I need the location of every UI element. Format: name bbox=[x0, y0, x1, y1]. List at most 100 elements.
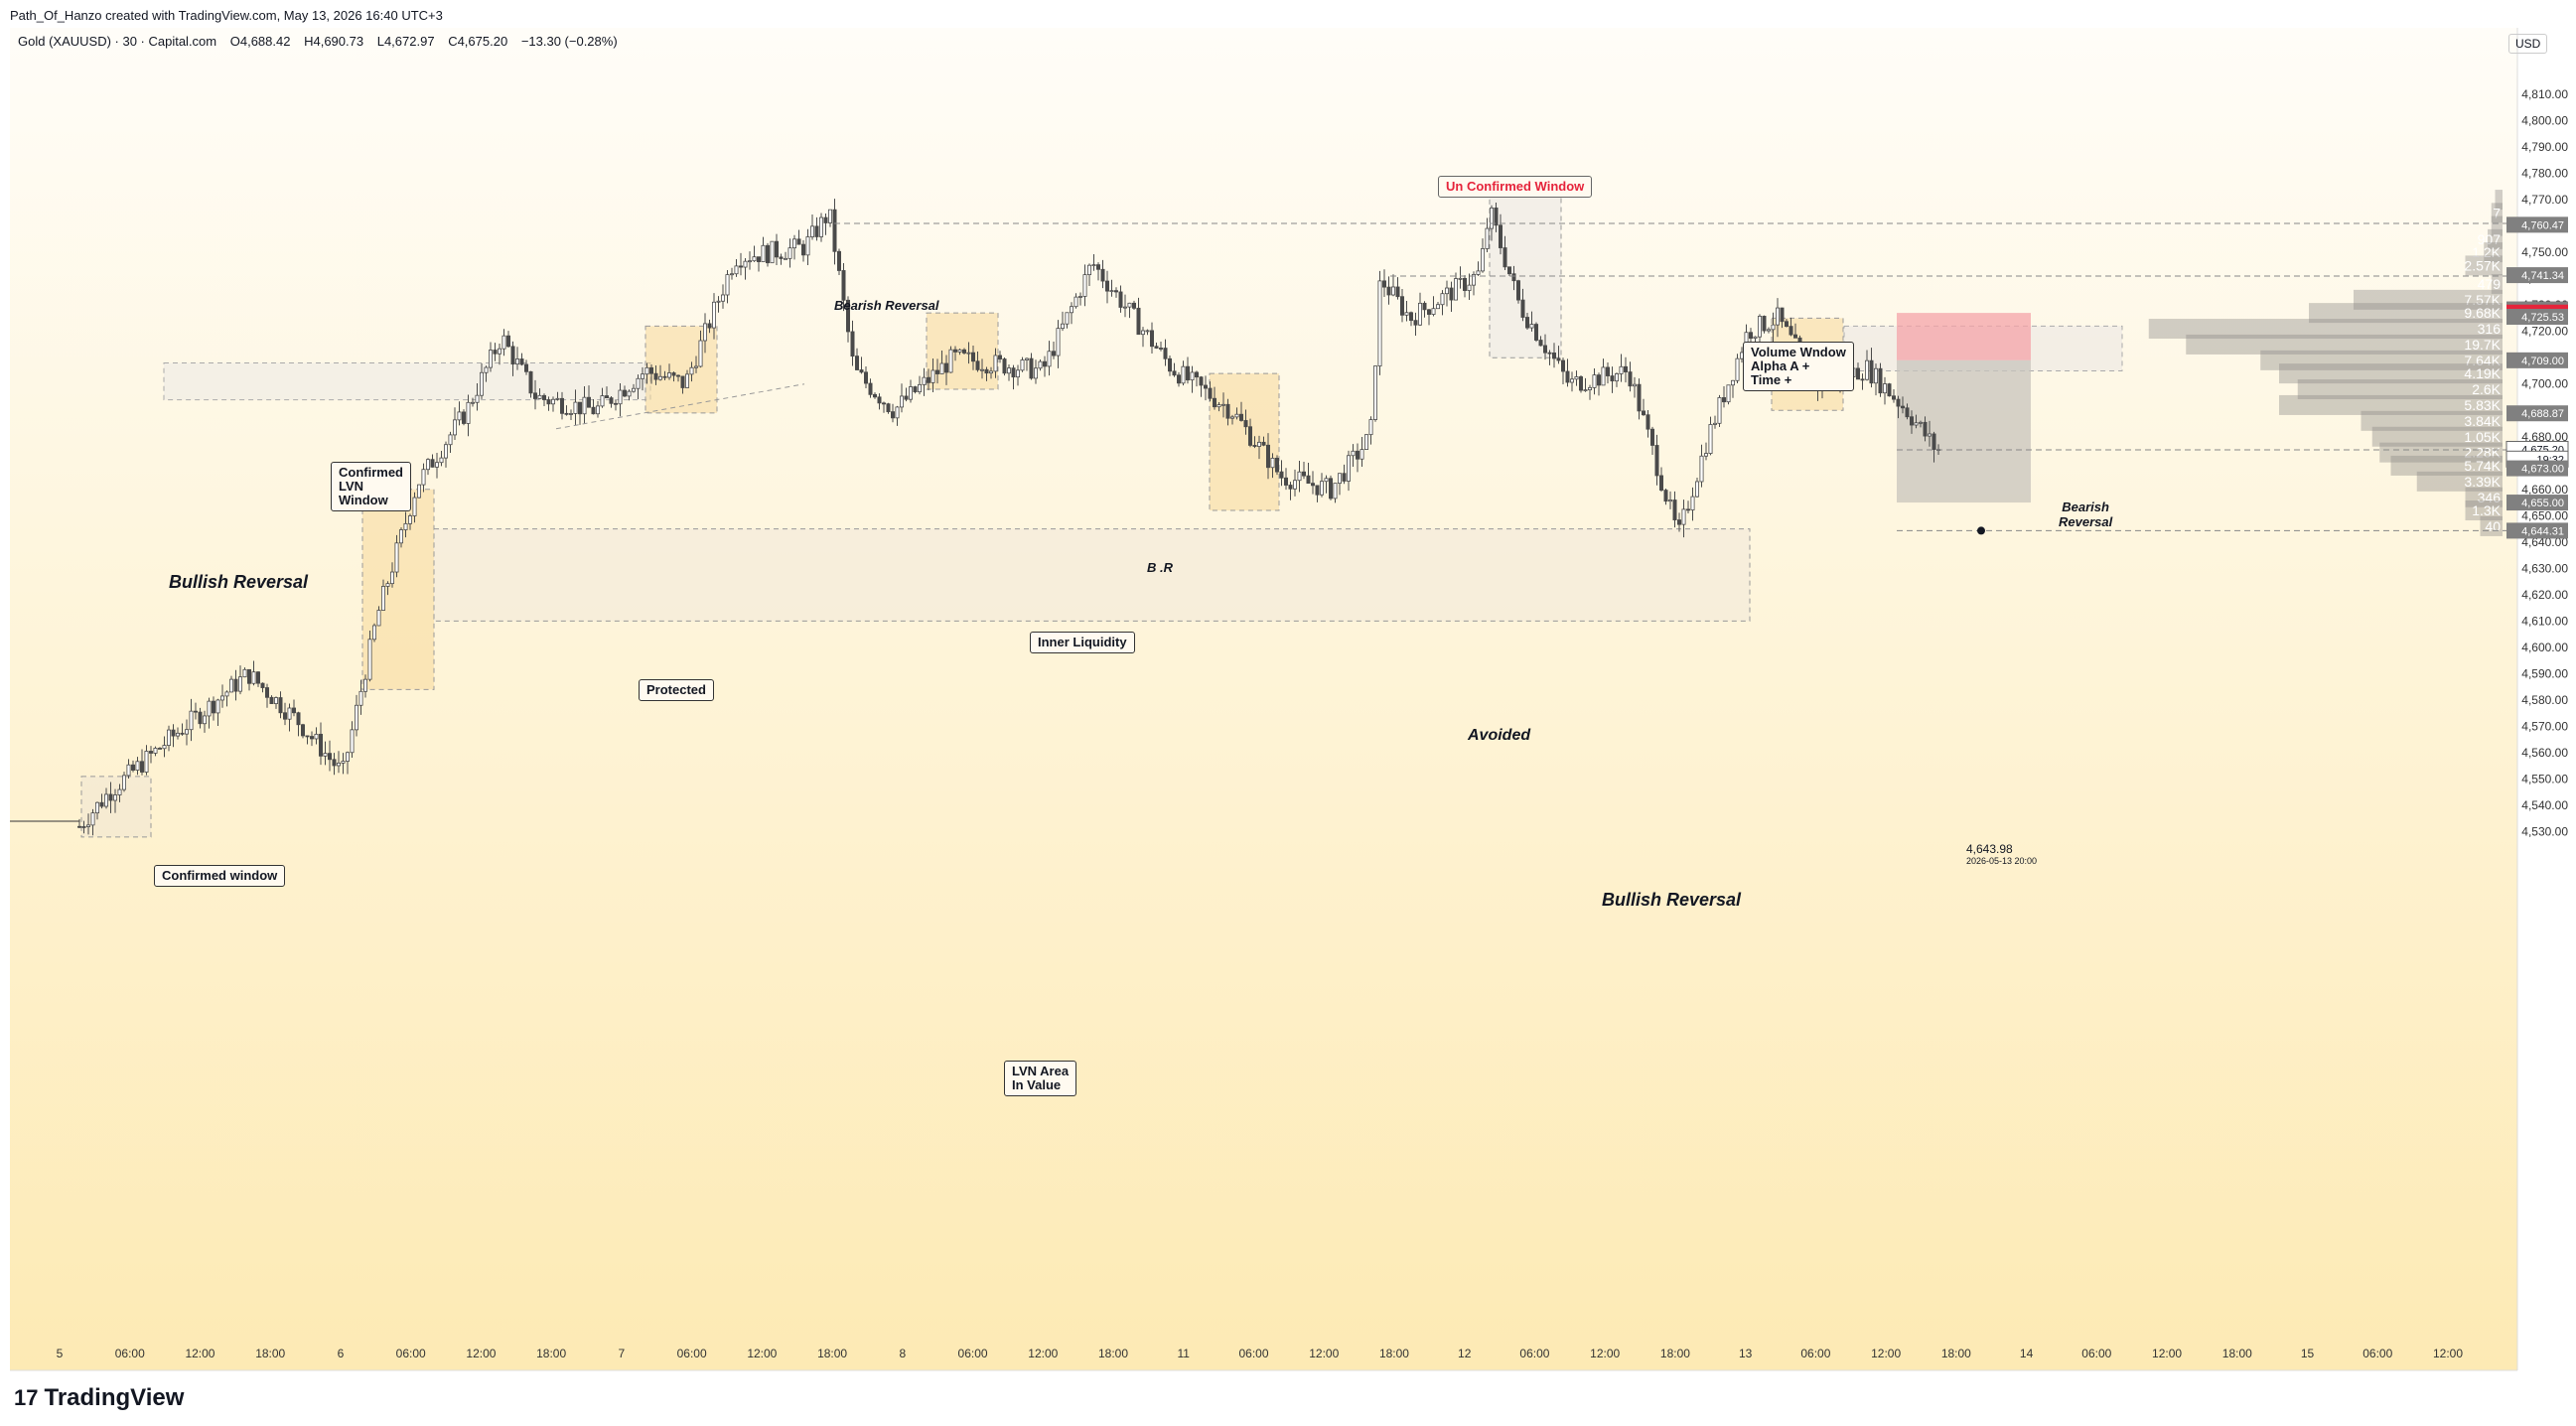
candle-body bbox=[600, 395, 605, 407]
candle-body bbox=[1052, 351, 1057, 356]
confirmed-window-label[interactable]: Confirmed window bbox=[154, 865, 286, 887]
candle-body bbox=[596, 405, 601, 415]
candle-body bbox=[264, 687, 269, 698]
candle-body bbox=[461, 411, 466, 424]
price-tag-label: 4,673.00 bbox=[2521, 464, 2564, 476]
candle-body bbox=[578, 401, 583, 415]
candle-body bbox=[1257, 441, 1262, 447]
candle-body bbox=[734, 265, 739, 275]
candle-body bbox=[1109, 290, 1114, 293]
candle-body bbox=[493, 350, 498, 355]
candle-body bbox=[810, 225, 815, 237]
candle-body bbox=[242, 668, 247, 678]
candle-body bbox=[327, 753, 332, 761]
candle-body bbox=[1695, 481, 1700, 498]
candle-body bbox=[1472, 274, 1477, 286]
candle-body bbox=[1221, 403, 1226, 406]
candle-body bbox=[658, 375, 663, 380]
price-tick-label: 4,610.00 bbox=[2521, 614, 2568, 628]
candle-body bbox=[157, 748, 162, 750]
candle-body bbox=[1025, 357, 1030, 360]
time-tick-label: 18:00 bbox=[1098, 1347, 1128, 1360]
bearish-reversal-right-label: Bearish Reversal bbox=[2059, 499, 2113, 529]
candle-body bbox=[1306, 475, 1311, 485]
candle-body bbox=[135, 761, 140, 771]
candle-body bbox=[953, 349, 958, 353]
time-tick-label: 18:00 bbox=[1379, 1347, 1409, 1360]
candle-body bbox=[676, 374, 681, 377]
symbol-name[interactable]: Gold (XAUUSD) · 30 · Capital.com bbox=[18, 34, 217, 49]
price-tag-label: 4,741.34 bbox=[2521, 270, 2564, 282]
candle-body bbox=[291, 707, 296, 714]
candle-body bbox=[1427, 309, 1432, 315]
candle-body bbox=[707, 323, 712, 329]
candle-body bbox=[350, 729, 355, 754]
candle-body bbox=[1302, 471, 1307, 477]
tradingview-logo[interactable]: 17 TradingView bbox=[14, 1384, 184, 1412]
candle-body bbox=[998, 355, 1003, 359]
time-tick-label: 12 bbox=[1458, 1347, 1472, 1360]
unconfirmed-window-label[interactable]: Un Confirmed Window bbox=[1438, 176, 1593, 198]
candle-body bbox=[1650, 428, 1655, 446]
candle-body bbox=[1467, 284, 1472, 291]
candle-body bbox=[1449, 287, 1454, 301]
candle-body bbox=[104, 793, 109, 807]
candle-body bbox=[1481, 248, 1486, 272]
candle-body bbox=[787, 247, 792, 259]
candle-body bbox=[1373, 365, 1378, 420]
time-tick-label: 06:00 bbox=[1238, 1347, 1268, 1360]
candle-body bbox=[1333, 483, 1338, 499]
candle-body bbox=[1507, 266, 1512, 275]
candle-body bbox=[1780, 307, 1785, 323]
volume-profile-label: 3.84K bbox=[2464, 413, 2501, 429]
candle-body bbox=[1356, 450, 1360, 460]
candle-body bbox=[309, 736, 314, 740]
candle-body bbox=[1677, 519, 1682, 525]
candle-body bbox=[470, 401, 475, 404]
candle-body bbox=[497, 348, 501, 355]
candle-body bbox=[1463, 277, 1468, 291]
candle-body bbox=[1633, 383, 1638, 387]
candle-body bbox=[1338, 473, 1343, 485]
candle-body bbox=[962, 349, 967, 354]
candle-body bbox=[743, 260, 748, 268]
protected-label[interactable]: Protected bbox=[639, 679, 714, 701]
candle-body bbox=[251, 671, 256, 684]
price-tag bbox=[2506, 216, 2568, 233]
price-tick-label: 4,600.00 bbox=[2521, 641, 2568, 654]
time-tick-label: 12:00 bbox=[1590, 1347, 1620, 1360]
candle-body bbox=[362, 678, 367, 692]
candle-body bbox=[90, 812, 95, 826]
candle-body bbox=[1869, 359, 1874, 384]
inner-liquidity-label[interactable]: Inner Liquidity bbox=[1030, 632, 1135, 653]
candle-body bbox=[627, 390, 632, 397]
candle-body bbox=[1270, 458, 1275, 469]
candle-body bbox=[1552, 352, 1557, 359]
candle-body bbox=[1490, 208, 1495, 229]
volume-window-label[interactable]: Volume Wndow Alpha A + Time + bbox=[1743, 342, 1854, 391]
time-tick-label: 12:00 bbox=[185, 1347, 215, 1360]
candle-body bbox=[1896, 398, 1901, 407]
candle-body bbox=[1776, 307, 1781, 326]
confirmed-lvn-window-label[interactable]: Confirmed LVN Window bbox=[331, 462, 411, 511]
candle-body bbox=[542, 394, 547, 400]
candle-body bbox=[1892, 395, 1897, 400]
candle-body bbox=[1368, 419, 1373, 436]
volume-profile: 79071.2K2.57K4797.57K9.68K31619.7K7.64K4… bbox=[2148, 190, 2503, 536]
candle-body bbox=[591, 406, 596, 415]
candle-body bbox=[564, 412, 569, 415]
time-tick-label: 13 bbox=[1739, 1347, 1753, 1360]
time-tick-label: 6 bbox=[338, 1347, 345, 1360]
candle-body bbox=[605, 395, 610, 399]
time-tick-label: 18:00 bbox=[817, 1347, 847, 1360]
candle-body bbox=[1735, 357, 1740, 381]
candle-body bbox=[573, 401, 578, 414]
candle-body bbox=[1132, 302, 1137, 309]
time-tick-label: 12:00 bbox=[1871, 1347, 1901, 1360]
volume-profile-bar bbox=[2354, 289, 2503, 310]
lvn-area-label[interactable]: LVN Area In Value bbox=[1004, 1061, 1077, 1096]
candle-body bbox=[1923, 421, 1928, 437]
candle-body bbox=[989, 370, 994, 374]
currency-button[interactable]: USD bbox=[2508, 34, 2548, 54]
